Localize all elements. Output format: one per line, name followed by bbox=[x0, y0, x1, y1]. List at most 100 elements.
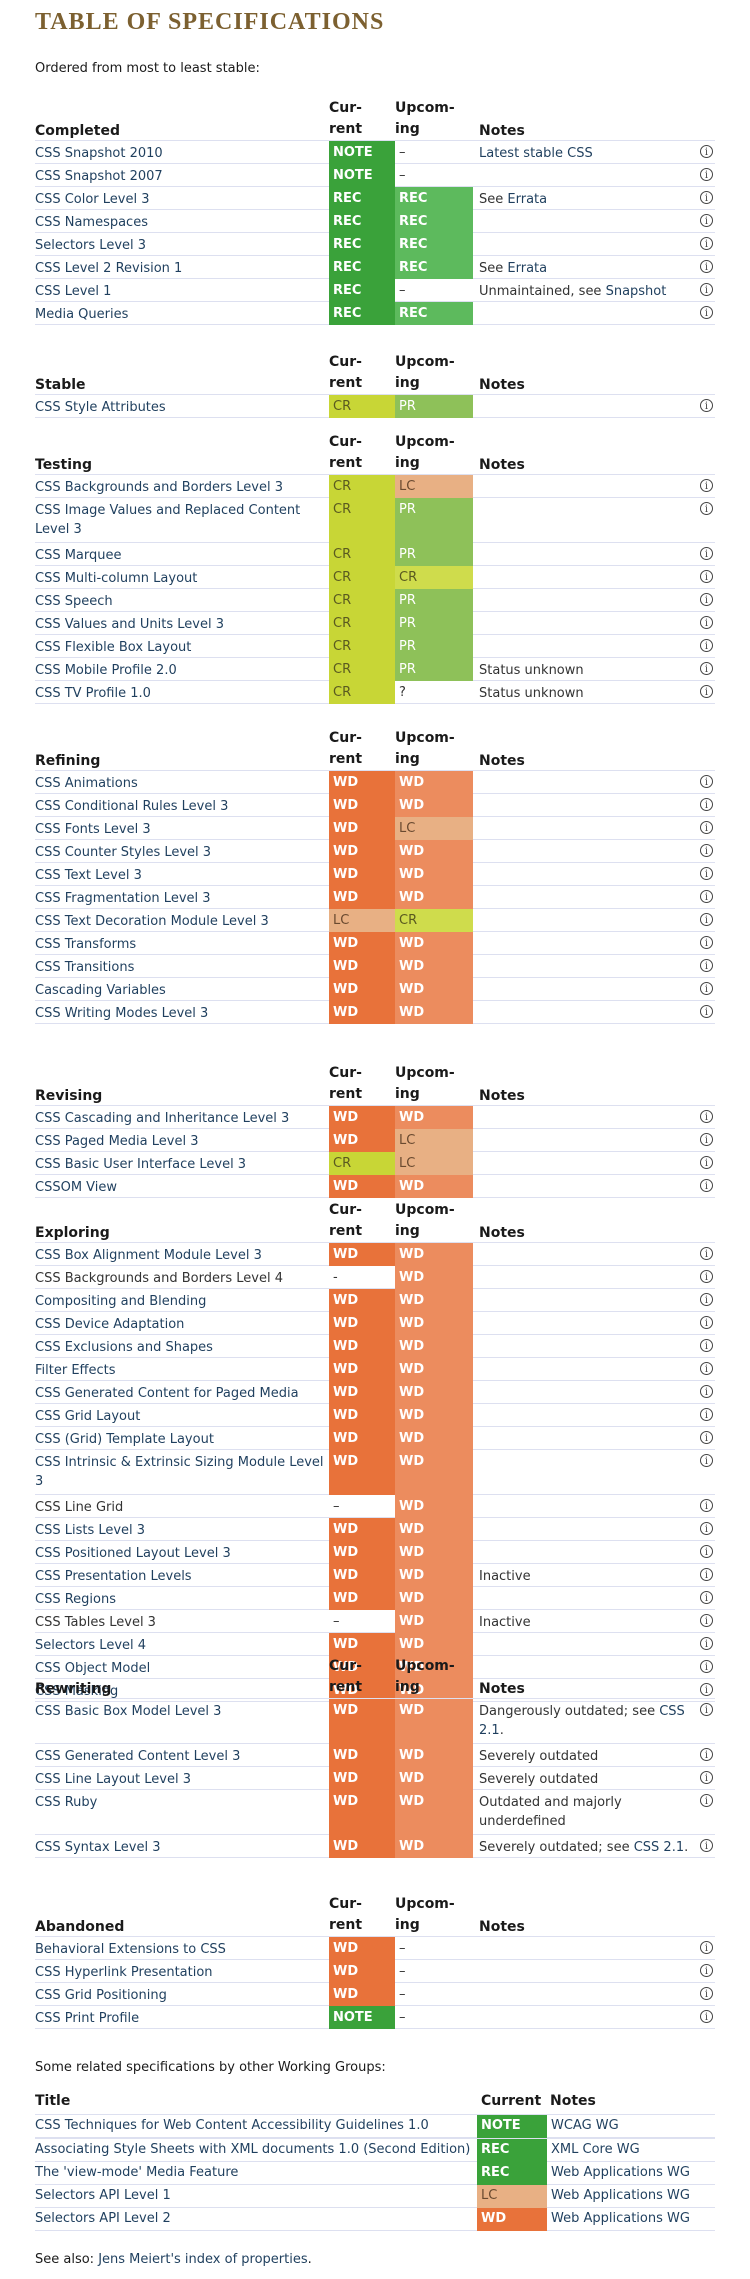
spec-name-link[interactable]: Media Queries bbox=[35, 307, 129, 322]
wg-spec-name-link[interactable]: Associating Style Sheets with XML docume… bbox=[35, 2142, 471, 2157]
spec-name-link[interactable]: CSS Fonts Level 3 bbox=[35, 822, 151, 837]
note-link[interactable]: CSS 2.1 bbox=[633, 1840, 685, 1855]
info-icon[interactable]: i bbox=[700, 1545, 713, 1558]
spec-name-link[interactable]: CSS Level 1 bbox=[35, 284, 112, 299]
spec-name-link[interactable]: CSS Object Model bbox=[35, 1661, 151, 1676]
spec-name-link[interactable]: CSS TV Profile 1.0 bbox=[35, 686, 151, 701]
spec-name-link[interactable]: CSS Text Decoration Module Level 3 bbox=[35, 914, 269, 929]
info-icon[interactable]: i bbox=[700, 547, 713, 560]
info-icon[interactable]: i bbox=[700, 1987, 713, 2000]
info-icon[interactable]: i bbox=[700, 1568, 713, 1581]
info-icon[interactable]: i bbox=[700, 1794, 713, 1807]
working-group-link[interactable]: Web Applications WG bbox=[551, 2188, 690, 2203]
spec-name-link[interactable]: CSS Print Profile bbox=[35, 2011, 140, 2026]
spec-name-link[interactable]: CSS Values and Units Level 3 bbox=[35, 617, 224, 632]
info-icon[interactable]: i bbox=[700, 821, 713, 834]
info-icon[interactable]: i bbox=[700, 1683, 713, 1696]
note-link[interactable]: Snapshot bbox=[605, 284, 667, 299]
info-icon[interactable]: i bbox=[700, 1293, 713, 1306]
spec-name-link[interactable]: CSS Exclusions and Shapes bbox=[35, 1340, 213, 1355]
working-group-link[interactable]: Web Applications WG bbox=[551, 2165, 690, 2180]
spec-name-link[interactable]: CSS Device Adaptation bbox=[35, 1317, 185, 1332]
spec-name-link[interactable]: CSS Transitions bbox=[35, 960, 135, 975]
info-icon[interactable]: i bbox=[700, 1660, 713, 1673]
spec-name-link[interactable]: CSS Image Values and Replaced Content Le… bbox=[35, 503, 301, 537]
spec-name-link[interactable]: CSS Intrinsic & Extrinsic Sizing Module … bbox=[35, 1455, 324, 1489]
note-link[interactable]: Errata bbox=[507, 192, 548, 207]
info-icon[interactable]: i bbox=[700, 959, 713, 972]
info-icon[interactable]: i bbox=[700, 283, 713, 296]
info-icon[interactable]: i bbox=[700, 1771, 713, 1784]
info-icon[interactable]: i bbox=[700, 1941, 713, 1954]
info-icon[interactable]: i bbox=[700, 1362, 713, 1375]
spec-name-link[interactable]: Selectors Level 3 bbox=[35, 238, 147, 253]
info-icon[interactable]: i bbox=[700, 145, 713, 158]
info-icon[interactable]: i bbox=[700, 936, 713, 949]
spec-name-link[interactable]: CSS Marquee bbox=[35, 548, 122, 563]
wg-spec-name-link[interactable]: Selectors API Level 2 bbox=[35, 2211, 171, 2226]
info-icon[interactable]: i bbox=[700, 1964, 713, 1977]
info-icon[interactable]: i bbox=[700, 1110, 713, 1123]
spec-name-link[interactable]: CSS Animations bbox=[35, 776, 138, 791]
spec-name-link[interactable]: CSS Speech bbox=[35, 594, 113, 609]
spec-name-link[interactable]: CSS Snapshot 2007 bbox=[35, 169, 163, 184]
spec-name-link[interactable]: CSS Basic Box Model Level 3 bbox=[35, 1704, 222, 1719]
info-icon[interactable]: i bbox=[700, 1431, 713, 1444]
spec-name-link[interactable]: CSS Transforms bbox=[35, 937, 137, 952]
working-group-link[interactable]: WCAG WG bbox=[551, 2118, 619, 2133]
info-icon[interactable]: i bbox=[700, 1408, 713, 1421]
spec-name-link[interactable]: Selectors Level 4 bbox=[35, 1638, 147, 1653]
spec-name-link[interactable]: CSS Namespaces bbox=[35, 215, 148, 230]
note-link[interactable]: Errata bbox=[507, 261, 548, 276]
spec-name-link[interactable]: CSS Hyperlink Presentation bbox=[35, 1965, 213, 1980]
spec-name-link[interactable]: CSS Cascading and Inheritance Level 3 bbox=[35, 1111, 290, 1126]
info-icon[interactable]: i bbox=[700, 260, 713, 273]
info-icon[interactable]: i bbox=[700, 639, 713, 652]
info-icon[interactable]: i bbox=[700, 798, 713, 811]
spec-name-link[interactable]: CSSOM View bbox=[35, 1180, 118, 1195]
info-icon[interactable]: i bbox=[700, 1270, 713, 1283]
spec-name-link[interactable]: CSS Lists Level 3 bbox=[35, 1523, 146, 1538]
info-icon[interactable]: i bbox=[700, 1005, 713, 1018]
spec-name-link[interactable]: CSS Writing Modes Level 3 bbox=[35, 1006, 209, 1021]
spec-name-link[interactable]: CSS Flexible Box Layout bbox=[35, 640, 192, 655]
info-icon[interactable]: i bbox=[700, 570, 713, 583]
info-icon[interactable]: i bbox=[700, 168, 713, 181]
wg-spec-name-link[interactable]: The 'view-mode' Media Feature bbox=[35, 2165, 239, 2180]
spec-name-link[interactable]: CSS Box Alignment Module Level 3 bbox=[35, 1248, 262, 1263]
info-icon[interactable]: i bbox=[700, 844, 713, 857]
spec-name-link[interactable]: CSS Mobile Profile 2.0 bbox=[35, 663, 177, 678]
info-icon[interactable]: i bbox=[700, 867, 713, 880]
info-icon[interactable]: i bbox=[700, 502, 713, 515]
spec-name-link[interactable]: Filter Effects bbox=[35, 1363, 116, 1378]
spec-name-link[interactable]: CSS Line Layout Level 3 bbox=[35, 1772, 191, 1787]
spec-name-link[interactable]: Behavioral Extensions to CSS bbox=[35, 1942, 226, 1957]
spec-name-link[interactable]: CSS Grid Layout bbox=[35, 1409, 141, 1424]
spec-name-link[interactable]: CSS Generated Content for Paged Media bbox=[35, 1386, 299, 1401]
info-icon[interactable]: i bbox=[700, 1454, 713, 1467]
spec-name-link[interactable]: CSS Counter Styles Level 3 bbox=[35, 845, 212, 860]
info-icon[interactable]: i bbox=[700, 1133, 713, 1146]
working-group-link[interactable]: Web Applications WG bbox=[551, 2211, 690, 2226]
spec-name-link[interactable]: CSS Multi-column Layout bbox=[35, 571, 198, 586]
info-icon[interactable]: i bbox=[700, 1499, 713, 1512]
info-icon[interactable]: i bbox=[700, 1839, 713, 1852]
wg-spec-name-link[interactable]: CSS Techniques for Web Content Accessibi… bbox=[35, 2118, 429, 2133]
spec-name-link[interactable]: CSS Style Attributes bbox=[35, 400, 166, 415]
info-icon[interactable]: i bbox=[700, 1316, 713, 1329]
info-icon[interactable]: i bbox=[700, 1591, 713, 1604]
info-icon[interactable]: i bbox=[700, 662, 713, 675]
spec-name-link[interactable]: CSS Snapshot 2010 bbox=[35, 146, 163, 161]
info-icon[interactable]: i bbox=[700, 306, 713, 319]
spec-name-link[interactable]: CSS Text Level 3 bbox=[35, 868, 142, 883]
info-icon[interactable]: i bbox=[700, 2010, 713, 2023]
info-icon[interactable]: i bbox=[700, 1156, 713, 1169]
spec-name-link[interactable]: CSS Syntax Level 3 bbox=[35, 1840, 161, 1855]
info-icon[interactable]: i bbox=[700, 1179, 713, 1192]
info-icon[interactable]: i bbox=[700, 191, 713, 204]
spec-name-link[interactable]: CSS Color Level 3 bbox=[35, 192, 150, 207]
working-group-link[interactable]: XML Core WG bbox=[551, 2142, 640, 2157]
info-icon[interactable]: i bbox=[700, 775, 713, 788]
info-icon[interactable]: i bbox=[700, 1614, 713, 1627]
info-icon[interactable]: i bbox=[700, 237, 713, 250]
